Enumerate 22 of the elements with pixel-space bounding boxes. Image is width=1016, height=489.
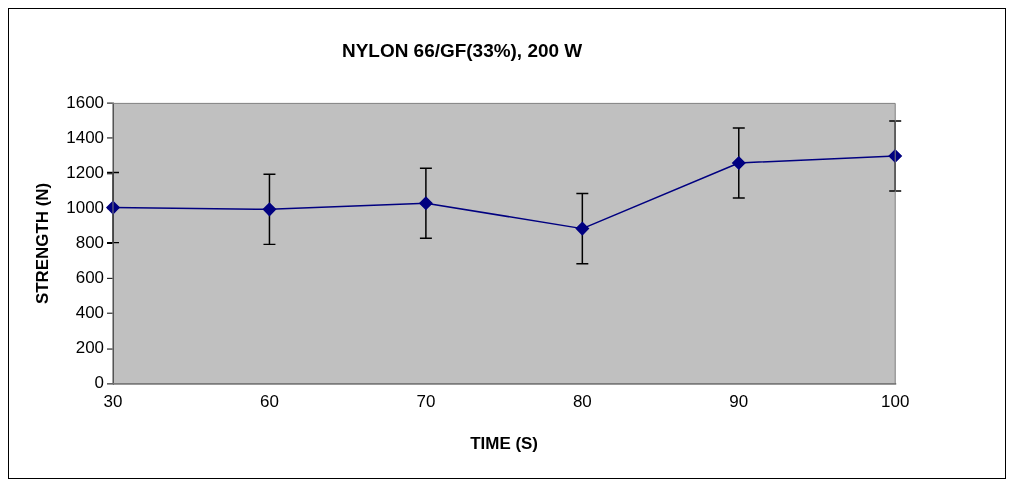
x-axis-title: TIME (S) <box>470 433 539 453</box>
point <box>575 221 590 236</box>
y-tick-label: 0 <box>94 373 105 393</box>
chart-title: NYLON 66/GF(33%), 200 W <box>341 40 583 62</box>
x-tick-label: 70 <box>416 392 436 412</box>
point <box>732 156 746 170</box>
y-tick-label: 200 <box>75 338 105 358</box>
x-tick-label: 100 <box>881 392 910 412</box>
x-tick-label: 80 <box>572 392 592 412</box>
y-tick-label: 1000 <box>66 198 105 218</box>
x-tick-label: 90 <box>729 392 749 412</box>
x-tick-label: 60 <box>260 392 279 412</box>
y-axis-title: STRENGTH (N) <box>32 182 52 305</box>
y-tick-label: 1200 <box>66 163 105 183</box>
y-tick-label: 1400 <box>66 128 105 148</box>
point <box>419 196 433 210</box>
y-tick-label: 1600 <box>66 93 105 113</box>
y-tick-label: 800 <box>75 233 105 253</box>
y-tick-label: 400 <box>75 303 105 323</box>
y-tick-label: 600 <box>75 268 105 288</box>
point <box>262 202 277 217</box>
x-tick-label: 30 <box>103 392 123 412</box>
